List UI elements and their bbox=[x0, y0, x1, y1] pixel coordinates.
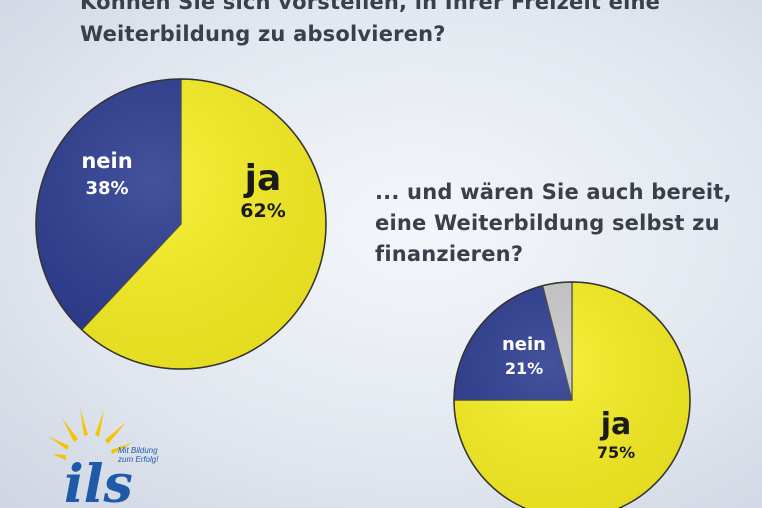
pie2-label-ja: ja bbox=[600, 407, 632, 442]
question-1-line-1: Können Sie sich vorstellen, in Ihrer Fre… bbox=[80, 0, 661, 14]
logo-tagline-line-2: zum Erfolg! bbox=[117, 455, 159, 464]
logo-wordmark: ils bbox=[64, 454, 133, 508]
pie2-label-nein: nein bbox=[502, 334, 546, 355]
question-1-line-2: Weiterbildung zu absolvieren? bbox=[80, 22, 446, 46]
ils-logo: ils Mit Bildung zum Erfolg! bbox=[48, 408, 159, 508]
question-1: Können Sie sich vorstellen, in Ihrer Fre… bbox=[80, 0, 660, 50]
pie1-label-ja: ja bbox=[243, 158, 282, 199]
question-2: ... und wären Sie auch bereit, eine Weit… bbox=[375, 177, 732, 270]
question-2-line-3: finanzieren? bbox=[375, 242, 524, 266]
pie1-value-nein: 38% bbox=[85, 178, 128, 199]
question-2-line-1: ... und wären Sie auch bereit, bbox=[375, 180, 732, 204]
pie1-value-ja: 62% bbox=[240, 200, 285, 222]
pie2-value-nein: 21% bbox=[505, 359, 543, 378]
logo-tagline-line-1: Mit Bildung bbox=[118, 446, 158, 455]
pie1-outline bbox=[35, 78, 327, 370]
sun-rays-icon bbox=[48, 408, 134, 460]
pie2-outline bbox=[453, 281, 691, 508]
pie1-label-nein: nein bbox=[81, 149, 132, 173]
question-2-line-2: eine Weiterbildung selbst zu bbox=[375, 211, 720, 235]
pie2-value-ja: 75% bbox=[597, 443, 635, 462]
